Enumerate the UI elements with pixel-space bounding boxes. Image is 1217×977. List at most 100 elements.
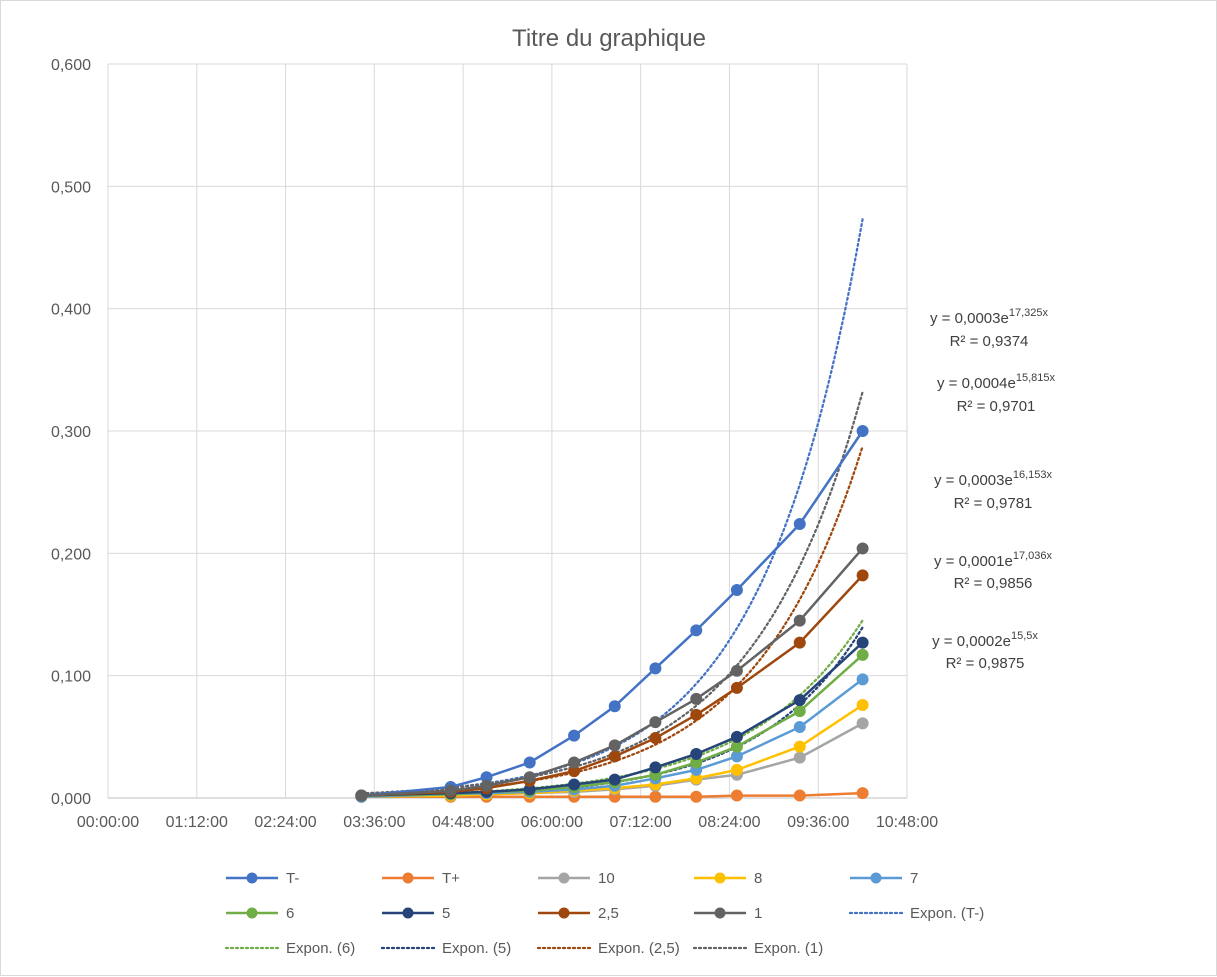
legend-item: T+ bbox=[382, 870, 460, 887]
x-tick-label: 07:12:00 bbox=[610, 814, 672, 831]
data-point bbox=[856, 699, 869, 712]
legend-item: Expon. (1) bbox=[692, 940, 823, 957]
data-point bbox=[856, 673, 869, 686]
x-tick-label: 10:48:00 bbox=[876, 814, 938, 831]
grid-layer bbox=[107, 63, 908, 799]
data-point bbox=[793, 614, 806, 627]
legend-label: Expon. (6) bbox=[286, 940, 355, 957]
legend-swatch-marker bbox=[402, 872, 414, 884]
x-tick-label: 04:48:00 bbox=[432, 814, 494, 831]
trendline-r2: R² = 0,9781 bbox=[954, 495, 1033, 512]
axis-layer: 0,000 0,100 0,200 0,300 0,400 0,500 0,600 00:00… bbox=[51, 57, 938, 831]
equation-exponent: 17,325x bbox=[1009, 307, 1049, 319]
equation-base: y = 0,0003e bbox=[934, 472, 1013, 489]
data-point bbox=[856, 425, 869, 437]
data-point bbox=[649, 662, 662, 675]
trendline-equation: y = 0,0003e16,153x bbox=[934, 469, 1052, 489]
legend-label: 10 bbox=[598, 870, 615, 887]
legend-label: 2,5 bbox=[598, 905, 619, 922]
data-point bbox=[856, 542, 869, 555]
data-point bbox=[793, 740, 806, 753]
data-point bbox=[730, 681, 743, 694]
data-point bbox=[793, 705, 806, 718]
trendline-r2: R² = 0,9701 bbox=[957, 398, 1036, 415]
y-tick-label: 0,100 bbox=[51, 669, 91, 686]
legend-label: 7 bbox=[910, 870, 918, 887]
data-point bbox=[730, 664, 743, 677]
legend-label: 6 bbox=[286, 905, 294, 922]
trendline-equation: y = 0,0004e15,815x bbox=[937, 372, 1055, 392]
data-point bbox=[523, 771, 536, 784]
data-point bbox=[690, 747, 703, 760]
legend-swatch-marker bbox=[714, 907, 726, 919]
legend-label: T- bbox=[286, 870, 299, 887]
data-point bbox=[730, 584, 743, 597]
legend-item: 2,5 bbox=[538, 905, 619, 922]
legend-swatch-marker bbox=[870, 872, 882, 884]
trendline-equation: y = 0,0003e17,325x bbox=[930, 307, 1048, 327]
data-point bbox=[793, 789, 806, 802]
legend-label: 8 bbox=[754, 870, 762, 887]
y-tick-label: 0,200 bbox=[51, 546, 91, 563]
y-tick-label: 0,500 bbox=[51, 179, 91, 196]
data-point bbox=[649, 732, 662, 745]
equation-base: y = 0,0003e bbox=[930, 310, 1009, 327]
legend: T- T+ 10 8 7 6 5 2,5 1 Expon. (T-) Expon. (6) Expon… bbox=[224, 870, 984, 957]
y-tick-label: 0,000 bbox=[51, 791, 91, 808]
series-layer bbox=[355, 425, 869, 803]
legend-swatch-marker bbox=[402, 907, 414, 919]
legend-swatch-marker bbox=[246, 872, 258, 884]
legend-item: 8 bbox=[694, 870, 762, 887]
data-point bbox=[649, 761, 662, 774]
legend-label: 5 bbox=[442, 905, 450, 922]
data-point bbox=[444, 784, 457, 797]
legend-item: Expon. (T-) bbox=[848, 905, 984, 922]
equation-exponent: 15,5x bbox=[1011, 630, 1038, 642]
legend-label: 1 bbox=[754, 905, 762, 922]
equation-base: y = 0,0002e bbox=[932, 633, 1011, 650]
data-point bbox=[690, 708, 703, 721]
equation-exponent: 17,036x bbox=[1013, 550, 1053, 562]
data-point bbox=[793, 636, 806, 649]
data-point bbox=[730, 730, 743, 743]
equation-base: y = 0,0001e bbox=[934, 553, 1013, 570]
data-point bbox=[690, 624, 703, 637]
data-point bbox=[856, 648, 869, 661]
y-tick-label: 0,600 bbox=[51, 57, 91, 74]
data-point bbox=[355, 789, 368, 802]
data-point bbox=[856, 717, 869, 730]
x-tick-label: 03:36:00 bbox=[343, 814, 405, 831]
data-point bbox=[523, 756, 536, 769]
legend-item: Expon. (2,5) bbox=[536, 940, 680, 957]
legend-item: 10 bbox=[538, 870, 615, 887]
legend-swatch-marker bbox=[246, 907, 258, 919]
legend-item: 7 bbox=[850, 870, 918, 887]
legend-swatch-marker bbox=[558, 907, 570, 919]
x-tick-label: 08:24:00 bbox=[698, 814, 760, 831]
x-tick-label: 01:12:00 bbox=[166, 814, 228, 831]
legend-label: Expon. (T-) bbox=[910, 905, 984, 922]
legend-item: Expon. (6) bbox=[224, 940, 355, 957]
equation-base: y = 0,0004e bbox=[937, 375, 1016, 392]
data-point bbox=[608, 773, 621, 786]
data-point bbox=[793, 721, 806, 734]
data-point bbox=[568, 778, 581, 791]
x-tick-label: 02:24:00 bbox=[254, 814, 316, 831]
data-point bbox=[856, 787, 869, 800]
data-point bbox=[568, 729, 581, 742]
y-tick-label: 0,300 bbox=[51, 424, 91, 441]
data-point bbox=[608, 739, 621, 752]
data-point bbox=[690, 692, 703, 705]
data-point bbox=[608, 700, 621, 713]
trendline-equation: y = 0,0002e15,5x bbox=[932, 630, 1038, 650]
legend-item: T- bbox=[226, 870, 299, 887]
x-tick-label: 09:36:00 bbox=[787, 814, 849, 831]
legend-swatch-marker bbox=[558, 872, 570, 884]
data-point bbox=[690, 790, 703, 803]
data-point bbox=[793, 517, 806, 530]
legend-item: 6 bbox=[226, 905, 294, 922]
equation-exponent: 16,153x bbox=[1013, 469, 1053, 481]
legend-swatch-marker bbox=[714, 872, 726, 884]
